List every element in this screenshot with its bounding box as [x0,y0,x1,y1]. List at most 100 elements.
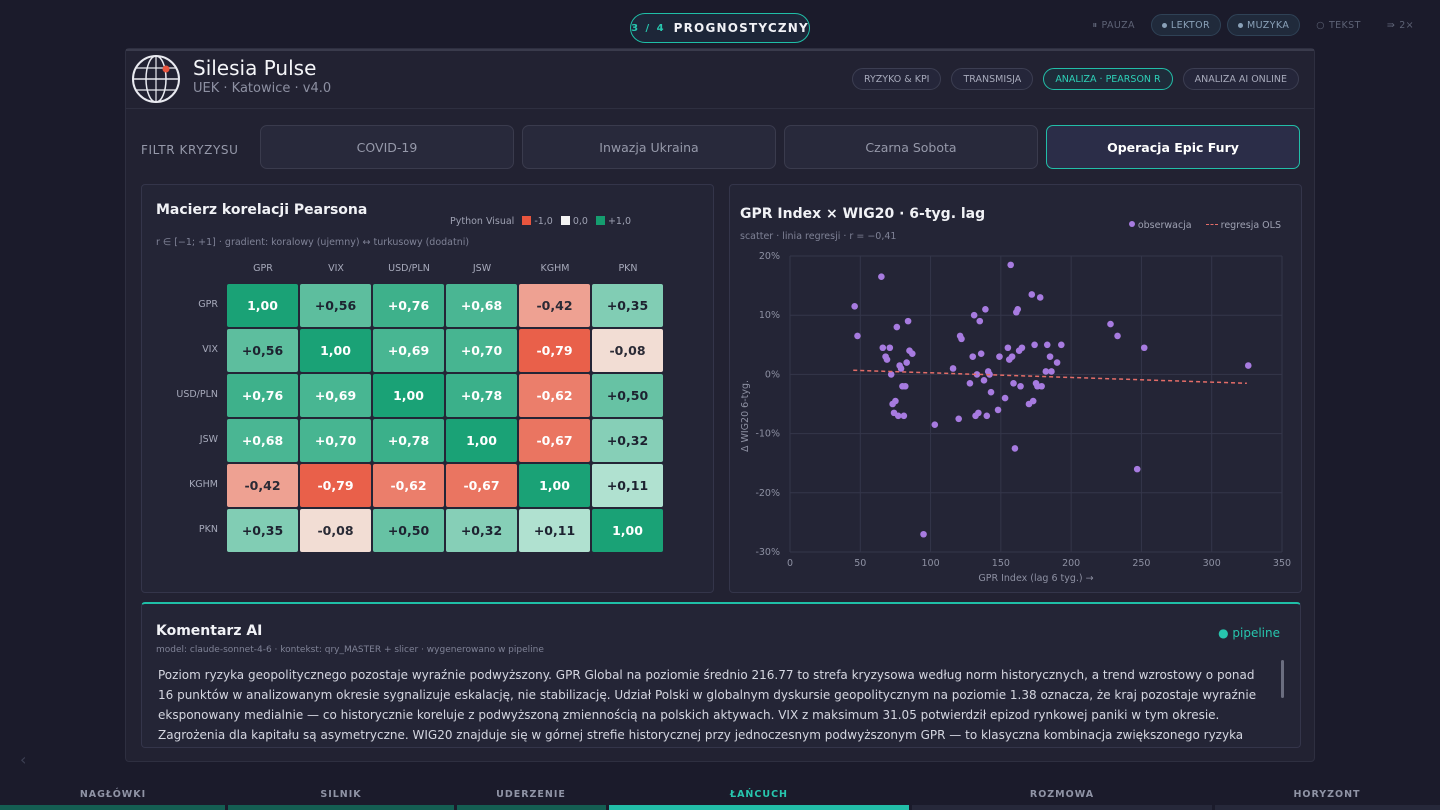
heatmap-cell[interactable]: +0,76 [227,374,298,417]
scatter-point [949,365,957,372]
heatmap-cell[interactable]: +0,50 [592,374,663,417]
y-tick-label: -10% [755,429,780,440]
scatter-point [886,344,894,352]
heatmap-cell[interactable]: -0,42 [519,284,590,327]
y-axis-label: Δ WIG20 6-tyg. [740,380,751,452]
heatmap-cell[interactable]: 1,00 [300,329,371,372]
tab-analiza-ai[interactable]: ANALIZA AI ONLINE [1182,68,1299,90]
ai-status-badge: ● pipeline [1218,626,1280,640]
heatmap-cell[interactable]: +0,56 [300,284,371,327]
heatmap-cell[interactable]: +0,50 [373,509,444,552]
heatmap-cell[interactable]: -0,08 [592,329,663,372]
scatter-point [1011,445,1019,452]
scatter-point [1010,379,1017,387]
heatmap-cell[interactable]: +0,11 [592,464,663,507]
scatter-point [1001,394,1009,402]
heatmap-cell[interactable]: +0,68 [446,284,517,327]
heatmap-cell[interactable]: +0,35 [227,509,298,552]
scatter-plot: 0 50 100 150 200 250 300 350 20% 10% 0% -10% -20% -30… [740,251,1291,584]
tekst-button[interactable]: ○ TEKST [1316,19,1361,31]
ai-meta: model: claude-sonnet-4-6 · kontekst: qry… [156,645,544,655]
legend-positive: +1,0 [595,216,631,227]
bottom-nav-uderzenie[interactable]: UDERZENIE [496,789,566,800]
panel-divider [126,49,1314,51]
crisis-covid[interactable]: COVID-19 [260,125,514,169]
heatmap-cell[interactable]: +0,32 [446,509,517,552]
heatmap-cell[interactable]: 1,00 [446,419,517,462]
scatter-point [1028,291,1036,298]
scatter-point [987,388,995,396]
heatmap-cell[interactable]: 1,00 [592,509,663,552]
scatter-subtitle: scatter · linia regresji · r = −0,41 [740,231,897,242]
heatmap-cell[interactable]: +0,35 [592,284,663,327]
speed-button[interactable]: ⇛ 2× [1386,19,1414,31]
heatmap-cell[interactable]: -0,42 [227,464,298,507]
heatmap-cell[interactable]: +0,70 [446,329,517,372]
heatmap-cell[interactable]: +0,76 [373,284,444,327]
heatmap-legend: Python Visual -1,0 0,0 +1,0 [450,216,631,227]
heatmap-cell[interactable]: +0,69 [373,329,444,372]
heatmap-cell[interactable]: 1,00 [227,284,298,327]
heatmap-cell[interactable]: +0,70 [300,419,371,462]
progress-segment-6 [1215,805,1440,810]
heatmap-cell[interactable]: 1,00 [373,374,444,417]
heatmap-cell[interactable]: -0,62 [519,374,590,417]
ai-scrollbar[interactable] [1281,660,1284,698]
scatter-point [854,332,861,340]
regression-line [853,369,1247,385]
speed-icon: ⇛ [1386,19,1396,31]
scatter-point [1042,368,1050,375]
heatmap-cell[interactable]: +0,78 [446,374,517,417]
bottom-nav-lancuch[interactable]: ŁAŃCUCH [729,789,788,800]
scatter-point [1018,344,1026,352]
heatmap-cell[interactable]: -0,67 [519,419,590,462]
chevron-left-icon[interactable]: ‹ [20,750,27,769]
scatter-point [955,415,962,423]
heatmap-cell[interactable]: -0,79 [300,464,371,507]
heatmap-row-label: PKN [198,524,218,535]
scatter-point [966,379,974,387]
pause-button[interactable]: ⏸ PAUZA [1092,19,1135,31]
globe-logo-icon [132,55,180,103]
heatmap-cell[interactable]: +0,32 [592,419,663,462]
heatmap-cell[interactable]: +0,78 [373,419,444,462]
ai-comment-card: Komentarz AI model: claude-sonnet-4-6 · … [141,602,1301,748]
scatter-point [970,311,978,319]
bottom-nav-rozmowa[interactable]: ROZMOWA [1029,789,1095,800]
heatmap-row-label: VIX [202,344,218,355]
heatmap-cell[interactable]: +0,68 [227,419,298,462]
scatter-point [1031,341,1038,349]
scatter-point [1046,353,1054,360]
scatter-point [958,335,965,343]
heatmap-cell[interactable]: 1,00 [519,464,590,507]
heatmap-cell[interactable]: -0,67 [446,464,517,507]
lektor-button[interactable]: LEKTOR [1150,14,1221,36]
tab-ryzyko-kpi[interactable]: RYZYKO & KPI [851,68,942,90]
tab-analiza-pearson[interactable]: ANALIZA · PEARSON R [1043,68,1173,90]
bottom-nav-naglowki[interactable]: NAGŁÓWKI [79,789,147,800]
scatter-point [1107,320,1114,328]
scatter-point [903,359,910,366]
heatmap-cell[interactable]: +0,56 [227,329,298,372]
legend-regression: regresja OLS [1205,220,1281,231]
crisis-epic-fury[interactable]: Operacja Epic Fury [1046,125,1300,169]
crisis-czarna-sobota[interactable]: Czarna Sobota [784,125,1038,169]
heatmap-cell[interactable]: +0,69 [300,374,371,417]
muzyka-button[interactable]: MUZYKA [1226,14,1301,36]
heatmap-cell[interactable]: +0,11 [519,509,590,552]
brand-subtitle: UEK · Katowice · v4.0 [193,81,332,96]
heatmap-cell[interactable]: -0,62 [373,464,444,507]
legend-title: Python Visual [450,216,515,227]
scatter-point [1017,382,1024,390]
crisis-ukraina[interactable]: Inwazja Ukraina [522,125,776,169]
heatmap-col-label: JSW [472,263,492,274]
heatmap-cell[interactable]: -0,08 [300,509,371,552]
progress-segment-1 [0,805,225,810]
progress-segment-4 [609,805,909,810]
scatter-point [1140,344,1148,352]
bottom-nav-horyzont[interactable]: HORYZONT [1293,789,1361,800]
bottom-nav-silnik[interactable]: SILNIK [320,789,362,800]
tab-transmisja[interactable]: TRANSMISJA [951,68,1034,90]
heatmap-col-label: GPR [253,263,273,274]
heatmap-cell[interactable]: -0,79 [519,329,590,372]
